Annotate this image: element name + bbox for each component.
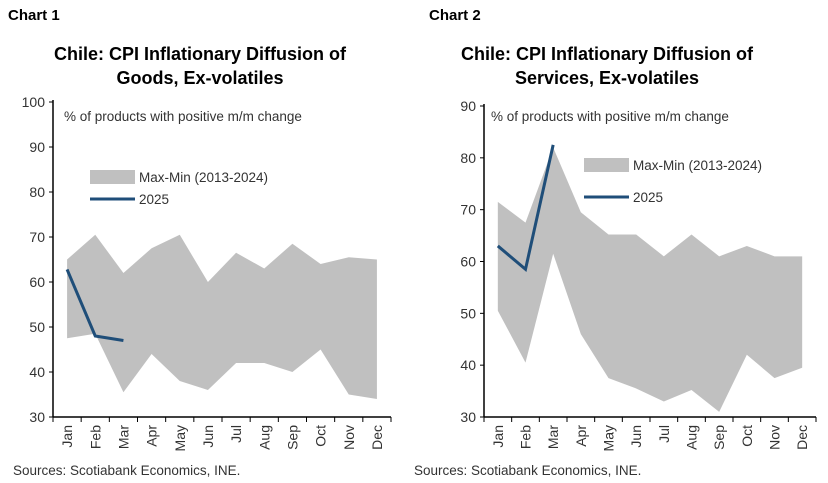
legend-label-2025: 2025 bbox=[633, 190, 663, 205]
x-tick-label: Mar bbox=[545, 425, 561, 449]
x-tick-label: Aug bbox=[256, 425, 272, 450]
chart-label: Chart 2 bbox=[429, 7, 481, 24]
x-tick-label: Sep bbox=[711, 425, 727, 450]
x-tick-label: Sep bbox=[284, 425, 300, 450]
x-tick-label: May bbox=[172, 425, 188, 451]
y-tick-label: 40 bbox=[29, 364, 45, 380]
x-tick-label: May bbox=[601, 425, 617, 451]
chart-2: Chart 2 Chile: CPI Inflationary Diffusion… bbox=[414, 7, 817, 478]
series-line-2025 bbox=[496, 144, 555, 273]
chart-title: Chile: CPI Inflationary Diffusion of bbox=[54, 44, 347, 64]
y-tick-label: 80 bbox=[460, 150, 476, 166]
y-tick-label: 70 bbox=[29, 229, 45, 245]
y-tick-label: 90 bbox=[460, 98, 476, 114]
y-tick-label: 60 bbox=[460, 254, 476, 270]
x-tick-label: Jan bbox=[59, 425, 75, 448]
x-tick-label: Nov bbox=[767, 425, 783, 450]
x-tick-label: Oct bbox=[739, 425, 755, 447]
y-tick-label: 90 bbox=[29, 139, 45, 155]
axis-annotation: % of products with positive m/m change bbox=[491, 109, 729, 124]
chart-title: Chile: CPI Inflationary Diffusion of bbox=[461, 44, 754, 64]
x-tick-label: Nov bbox=[341, 425, 357, 450]
legend-label-2025: 2025 bbox=[139, 192, 169, 207]
max-min-range-area bbox=[67, 234, 377, 399]
x-tick-label: Dec bbox=[794, 425, 810, 450]
x-tick-label: Mar bbox=[115, 425, 131, 449]
y-tick-label: 30 bbox=[460, 409, 476, 425]
x-tick-label: Jun bbox=[200, 425, 216, 448]
x-tick-label: Feb bbox=[87, 425, 103, 449]
y-tick-label: 30 bbox=[29, 409, 45, 425]
axis-annotation: % of products with positive m/m change bbox=[64, 109, 302, 124]
legend-swatch-range bbox=[90, 170, 135, 184]
chart-1: Chart 1 Chile: CPI Inflationary Diffusion… bbox=[8, 7, 392, 478]
x-tick-label: Aug bbox=[684, 425, 700, 450]
source-note: Sources: Scotiabank Economics, INE. bbox=[414, 463, 641, 478]
y-tick-label: 70 bbox=[460, 202, 476, 218]
y-tick-label: 50 bbox=[29, 319, 45, 335]
chart-label: Chart 1 bbox=[8, 7, 60, 24]
x-tick-label: Jan bbox=[490, 425, 506, 448]
legend-swatch-range bbox=[584, 158, 629, 172]
x-tick-label: Jul bbox=[228, 425, 244, 443]
max-min-range-area bbox=[497, 147, 803, 412]
legend-label-range: Max-Min (2013-2024) bbox=[139, 170, 268, 185]
y-tick-label: 80 bbox=[29, 184, 45, 200]
y-tick-label: 60 bbox=[29, 274, 45, 290]
chart-title: Services, Ex-volatiles bbox=[515, 68, 699, 88]
legend-label-range: Max-Min (2013-2024) bbox=[633, 158, 762, 173]
series-line-2025 bbox=[65, 268, 124, 342]
x-tick-label: Oct bbox=[313, 425, 329, 447]
x-tick-label: Jul bbox=[656, 425, 672, 443]
chart-title: Goods, Ex-volatiles bbox=[116, 68, 283, 88]
y-tick-label: 40 bbox=[460, 357, 476, 373]
x-tick-label: Feb bbox=[518, 425, 534, 449]
x-tick-label: Dec bbox=[369, 425, 385, 450]
x-tick-label: Apr bbox=[573, 425, 589, 447]
y-tick-label: 50 bbox=[460, 305, 476, 321]
x-tick-label: Apr bbox=[144, 425, 160, 447]
x-tick-label: Jun bbox=[628, 425, 644, 448]
source-note: Sources: Scotiabank Economics, INE. bbox=[13, 463, 240, 478]
y-tick-label: 100 bbox=[22, 94, 46, 110]
